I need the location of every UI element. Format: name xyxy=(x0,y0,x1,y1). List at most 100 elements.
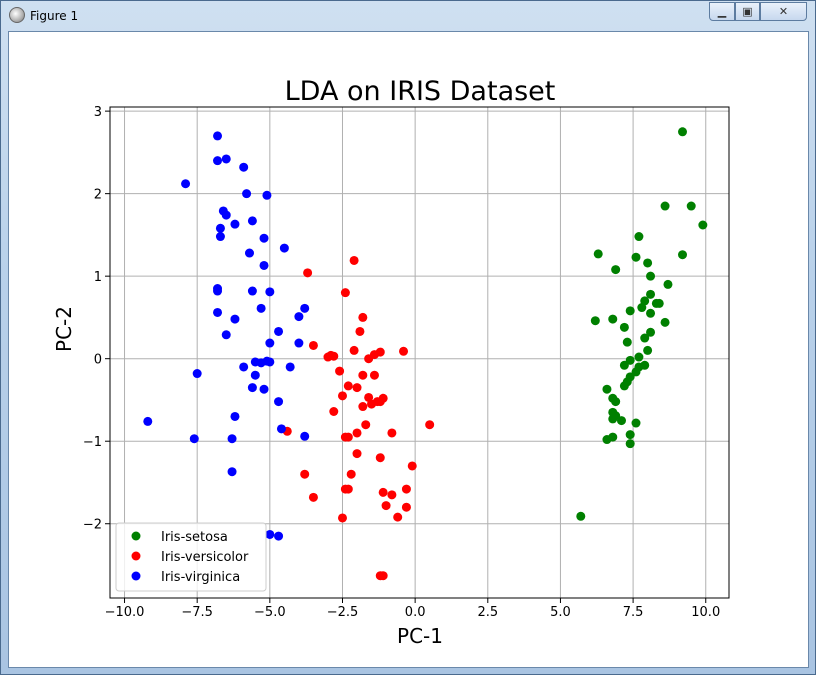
data-point xyxy=(678,127,688,137)
data-point xyxy=(393,512,403,522)
data-point xyxy=(369,370,379,380)
data-point xyxy=(611,265,621,275)
data-point xyxy=(265,287,275,297)
x-tick-label: −5.0 xyxy=(254,605,286,620)
data-point xyxy=(387,490,397,500)
data-point xyxy=(213,131,223,141)
data-point xyxy=(619,381,629,391)
data-point xyxy=(660,201,670,211)
data-point xyxy=(631,418,641,428)
data-point xyxy=(279,243,289,253)
data-point xyxy=(230,219,240,229)
data-point xyxy=(215,232,225,242)
data-point xyxy=(323,352,333,362)
data-point xyxy=(265,357,275,367)
data-point xyxy=(221,210,231,220)
data-point xyxy=(576,511,586,521)
data-point xyxy=(625,306,635,316)
data-point xyxy=(244,248,254,258)
data-point xyxy=(698,220,708,230)
data-point xyxy=(352,428,362,438)
data-point xyxy=(337,513,347,523)
close-button[interactable]: ✕ xyxy=(760,2,807,21)
data-point xyxy=(189,434,199,444)
data-point xyxy=(425,420,435,430)
data-point xyxy=(358,312,368,322)
data-point xyxy=(143,416,153,426)
maximize-icon: ▣ xyxy=(742,5,753,18)
data-point xyxy=(654,298,664,308)
data-point xyxy=(401,484,411,494)
data-point xyxy=(375,397,385,407)
legend: Iris-setosa Iris-versicolor Iris-virginica xyxy=(115,522,267,592)
data-point xyxy=(265,529,275,539)
data-point xyxy=(660,317,670,327)
data-point xyxy=(221,154,231,164)
data-point xyxy=(378,487,388,497)
data-point xyxy=(239,162,249,172)
chart-title: LDA on IRIS Dataset xyxy=(285,76,556,107)
series-iris-versicolor xyxy=(282,255,435,581)
legend-marker xyxy=(131,571,141,581)
data-point xyxy=(663,279,673,289)
data-point xyxy=(637,303,647,313)
minimize-icon: ▁ xyxy=(717,5,727,18)
data-point xyxy=(602,384,612,394)
data-point xyxy=(262,190,272,200)
data-point xyxy=(352,449,362,459)
legend-marker xyxy=(131,531,141,541)
data-point xyxy=(401,502,411,512)
data-point xyxy=(590,316,600,326)
y-tick-label: 2 xyxy=(94,188,102,203)
data-point xyxy=(625,439,635,449)
data-point xyxy=(308,340,318,350)
data-point xyxy=(346,469,356,479)
x-tick-label: 0.0 xyxy=(405,605,426,620)
window-title: Figure 1 xyxy=(30,9,79,23)
data-point xyxy=(375,453,385,463)
data-point xyxy=(634,352,644,362)
data-point xyxy=(274,326,284,336)
data-point xyxy=(265,338,275,348)
data-point xyxy=(274,397,284,407)
y-tick-label: 1 xyxy=(94,270,102,285)
data-point xyxy=(230,411,240,421)
data-point xyxy=(619,360,629,370)
data-point xyxy=(343,381,353,391)
data-point xyxy=(631,367,641,377)
data-point xyxy=(643,345,653,355)
y-tick-label: 3 xyxy=(94,105,102,120)
data-point xyxy=(622,337,632,347)
minimize-button[interactable]: ▁ xyxy=(709,2,735,21)
figure-app-icon[interactable] xyxy=(9,7,25,23)
data-point xyxy=(259,233,269,243)
data-point xyxy=(300,303,310,313)
title-bar[interactable]: Figure 1 ▁ ▣ ✕ xyxy=(1,1,815,30)
data-point xyxy=(619,322,629,332)
y-tick-label: −1 xyxy=(83,435,102,450)
data-point xyxy=(387,428,397,438)
data-point xyxy=(329,407,339,417)
data-point xyxy=(349,255,359,265)
data-point xyxy=(300,469,310,479)
data-point xyxy=(221,330,231,340)
data-point xyxy=(259,260,269,270)
data-point xyxy=(646,289,656,299)
data-point xyxy=(646,327,656,337)
y-tick-label: 0 xyxy=(94,353,102,368)
data-point xyxy=(367,399,377,409)
data-point xyxy=(640,333,650,343)
y-axis-ticks: −2 −1 0 1 2 3 xyxy=(83,105,110,533)
figure-canvas: LDA on IRIS Dataset PC-1 PC-2 −10.0 −7.5−… xyxy=(8,31,809,668)
data-point xyxy=(616,416,626,426)
data-point xyxy=(242,189,252,199)
data-point xyxy=(230,314,240,324)
data-point xyxy=(625,430,635,440)
data-point xyxy=(340,484,350,494)
data-points xyxy=(143,127,708,581)
close-icon: ✕ xyxy=(778,5,789,18)
data-point xyxy=(378,571,388,581)
maximize-button[interactable]: ▣ xyxy=(735,2,760,21)
x-tick-label: −7.5 xyxy=(181,605,213,620)
data-point xyxy=(399,346,409,356)
